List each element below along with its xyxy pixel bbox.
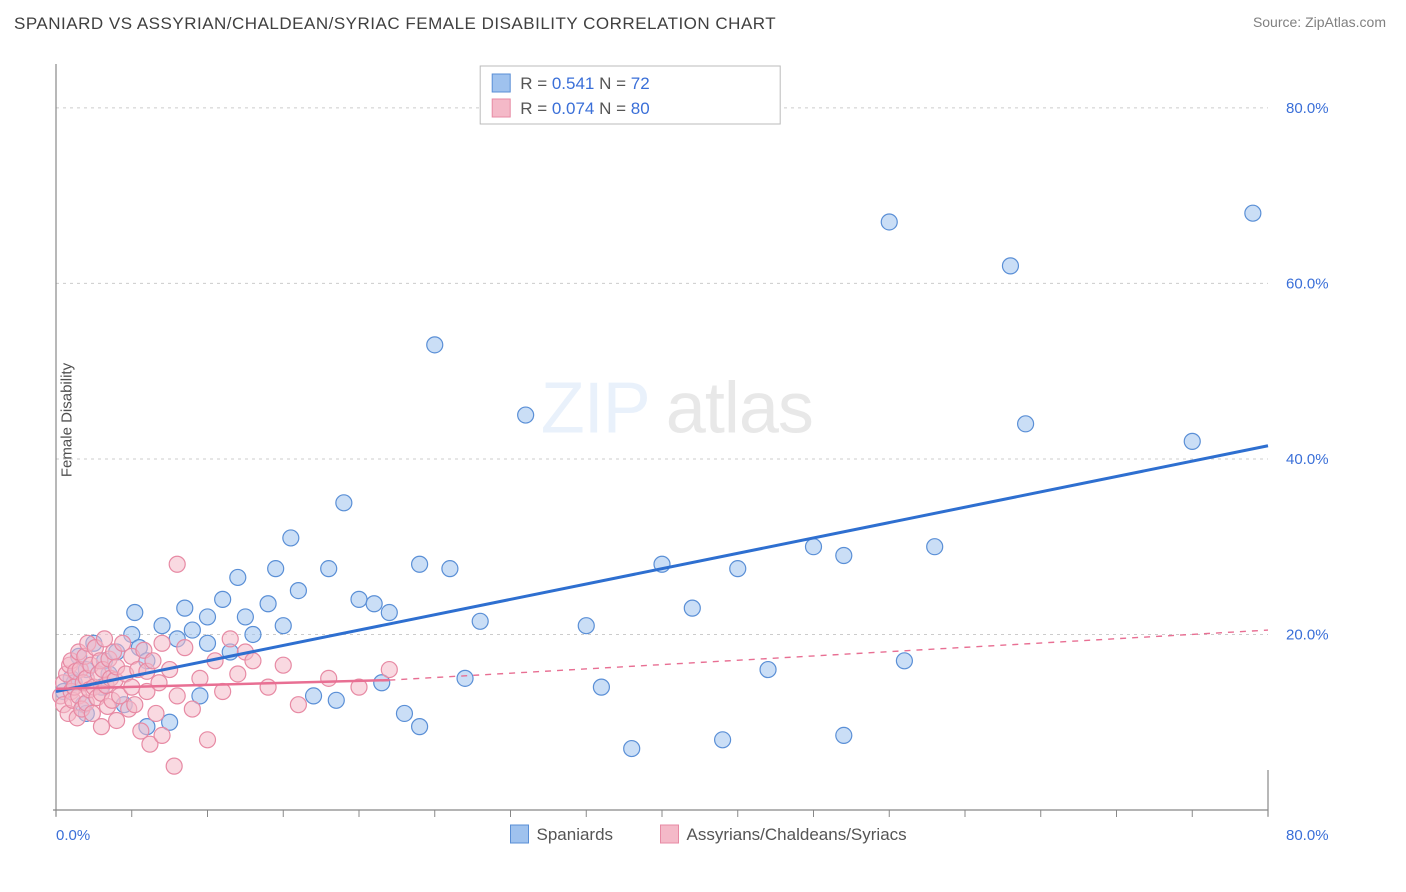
spaniards-point bbox=[275, 618, 291, 634]
assyrians-point bbox=[177, 640, 193, 656]
spaniards-point bbox=[518, 407, 534, 423]
spaniards-point bbox=[896, 653, 912, 669]
spaniards-point bbox=[684, 600, 700, 616]
assyrians-trendline-extrapolated bbox=[389, 630, 1268, 680]
assyrians-point bbox=[260, 679, 276, 695]
spaniards-point bbox=[578, 618, 594, 634]
assyrians-point bbox=[230, 666, 246, 682]
assyrians-point bbox=[381, 662, 397, 678]
assyrians-point bbox=[145, 653, 161, 669]
spaniards-point bbox=[215, 591, 231, 607]
assyrians-point bbox=[109, 712, 125, 728]
spaniards-point bbox=[237, 609, 253, 625]
spaniards-point bbox=[836, 727, 852, 743]
assyrians-point bbox=[200, 732, 216, 748]
spaniards-point bbox=[457, 670, 473, 686]
y-tick-label: 40.0% bbox=[1286, 451, 1329, 468]
spaniards-point bbox=[1245, 205, 1261, 221]
spaniards-point bbox=[283, 530, 299, 546]
assyrians-point bbox=[215, 684, 231, 700]
watermark-atlas: atlas bbox=[666, 369, 813, 449]
assyrians-point bbox=[127, 697, 143, 713]
spaniards-point bbox=[1018, 416, 1034, 432]
spaniards-point bbox=[730, 561, 746, 577]
assyrians-point bbox=[222, 631, 238, 647]
spaniards-point bbox=[427, 337, 443, 353]
assyrians-point bbox=[245, 653, 261, 669]
assyrians-point bbox=[154, 635, 170, 651]
assyrians-point bbox=[93, 719, 109, 735]
spaniards-point bbox=[351, 591, 367, 607]
spaniards-point bbox=[593, 679, 609, 695]
bottom-legend-spaniards: Spaniards bbox=[537, 825, 614, 844]
scatter-chart-svg: ZIPatlas 20.0% 40.0% 60.0% 80.0% 0.0% 80.0% R =… bbox=[48, 60, 1358, 865]
chart-title: SPANIARD VS ASSYRIAN/CHALDEAN/SYRIAC FEM… bbox=[14, 14, 776, 34]
spaniards-point bbox=[1184, 433, 1200, 449]
spaniards-point bbox=[177, 600, 193, 616]
plot-area: ZIPatlas20.0%40.0%60.0%80.0%0.0%80.0%R =… bbox=[48, 60, 1358, 830]
spaniards-point bbox=[806, 539, 822, 555]
spaniards-point bbox=[715, 732, 731, 748]
assyrians-point bbox=[290, 697, 306, 713]
spaniards-point bbox=[760, 662, 776, 678]
spaniards-point bbox=[412, 556, 428, 572]
assyrians-point bbox=[321, 670, 337, 686]
spaniards-point bbox=[1002, 258, 1018, 274]
x-tick-label-end: 80.0% bbox=[1286, 827, 1329, 844]
assyrians-point bbox=[184, 701, 200, 717]
bottom-legend-assyrians: Assyrians/Chaldeans/Syriacs bbox=[687, 825, 907, 844]
assyrians-point bbox=[169, 556, 185, 572]
spaniards-point bbox=[230, 569, 246, 585]
spaniards-point bbox=[336, 495, 352, 511]
spaniards-point bbox=[200, 635, 216, 651]
legend-r1: R = 0.541 N = 72 bbox=[520, 74, 650, 93]
spaniards-point bbox=[268, 561, 284, 577]
spaniards-point bbox=[881, 214, 897, 230]
assyrians-point bbox=[169, 688, 185, 704]
assyrians-point bbox=[166, 758, 182, 774]
assyrians-point bbox=[275, 657, 291, 673]
spaniards-point bbox=[472, 613, 488, 629]
x-tick-label-start: 0.0% bbox=[56, 827, 90, 844]
spaniards-trendline bbox=[56, 446, 1268, 692]
bottom-swatch-assyrians bbox=[661, 825, 679, 843]
spaniards-point bbox=[154, 618, 170, 634]
spaniards-point bbox=[396, 705, 412, 721]
spaniards-point bbox=[328, 692, 344, 708]
spaniards-point bbox=[321, 561, 337, 577]
watermark-zip: ZIP bbox=[541, 369, 650, 449]
spaniards-point bbox=[306, 688, 322, 704]
y-tick-label: 80.0% bbox=[1286, 100, 1329, 117]
spaniards-point bbox=[200, 609, 216, 625]
bottom-swatch-spaniards bbox=[511, 825, 529, 843]
spaniards-point bbox=[442, 561, 458, 577]
assyrians-point bbox=[154, 727, 170, 743]
assyrians-point bbox=[151, 675, 167, 691]
spaniards-point bbox=[290, 583, 306, 599]
spaniards-point bbox=[260, 596, 276, 612]
spaniards-point bbox=[245, 626, 261, 642]
y-tick-label: 60.0% bbox=[1286, 275, 1329, 292]
spaniards-point bbox=[927, 539, 943, 555]
spaniards-point bbox=[127, 605, 143, 621]
assyrians-point bbox=[148, 705, 164, 721]
legend-swatch-assyrians bbox=[492, 99, 510, 117]
legend-swatch-spaniards bbox=[492, 74, 510, 92]
spaniards-point bbox=[366, 596, 382, 612]
spaniards-point bbox=[836, 547, 852, 563]
legend-r2: R = 0.074 N = 80 bbox=[520, 99, 650, 118]
spaniards-point bbox=[381, 605, 397, 621]
spaniards-point bbox=[624, 741, 640, 757]
y-tick-label: 20.0% bbox=[1286, 626, 1329, 643]
spaniards-point bbox=[412, 719, 428, 735]
source-attribution: Source: ZipAtlas.com bbox=[1253, 14, 1386, 30]
spaniards-point bbox=[184, 622, 200, 638]
